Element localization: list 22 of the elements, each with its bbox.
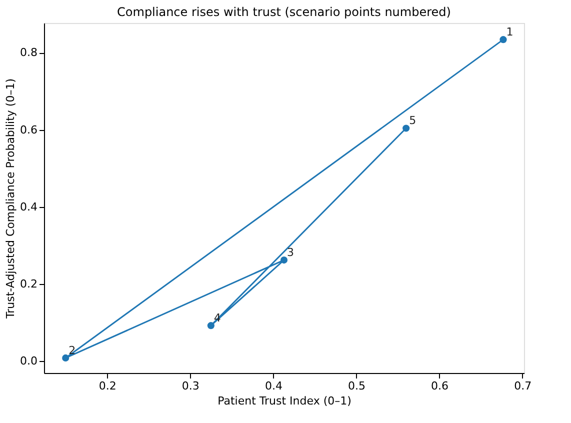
x-tick-label: 0.2 bbox=[98, 380, 116, 392]
y-tick-label: 0.0 bbox=[20, 354, 38, 368]
x-tick-label: 0.7 bbox=[514, 380, 532, 392]
point bbox=[280, 256, 288, 264]
point bbox=[62, 354, 70, 362]
x-tick-label: 0.6 bbox=[431, 380, 449, 392]
y-tick-label: 0.6 bbox=[20, 123, 38, 136]
x-tick-label: 0.4 bbox=[264, 380, 282, 392]
y-tick-label: 0.4 bbox=[20, 200, 38, 214]
chart-title: Compliance rises with trust (scenario points numbered) bbox=[117, 5, 451, 19]
point bbox=[402, 124, 410, 132]
annotation: 1 bbox=[506, 26, 514, 39]
point bbox=[500, 36, 507, 44]
x-axis-title: Patient Trust Index (0–1) bbox=[218, 394, 352, 408]
y-axis-title: Trust-Adjusted Compliance Probability (0–1) bbox=[4, 78, 18, 320]
annotation: 5 bbox=[409, 114, 416, 128]
point bbox=[207, 322, 214, 330]
y-tick-label: 0.8 bbox=[20, 46, 38, 60]
annotation: 3 bbox=[287, 246, 294, 260]
x-tick-label: 0.3 bbox=[182, 380, 200, 392]
x-tick-label: 0.5 bbox=[348, 380, 366, 392]
y-tick-label: 0.2 bbox=[20, 277, 38, 290]
